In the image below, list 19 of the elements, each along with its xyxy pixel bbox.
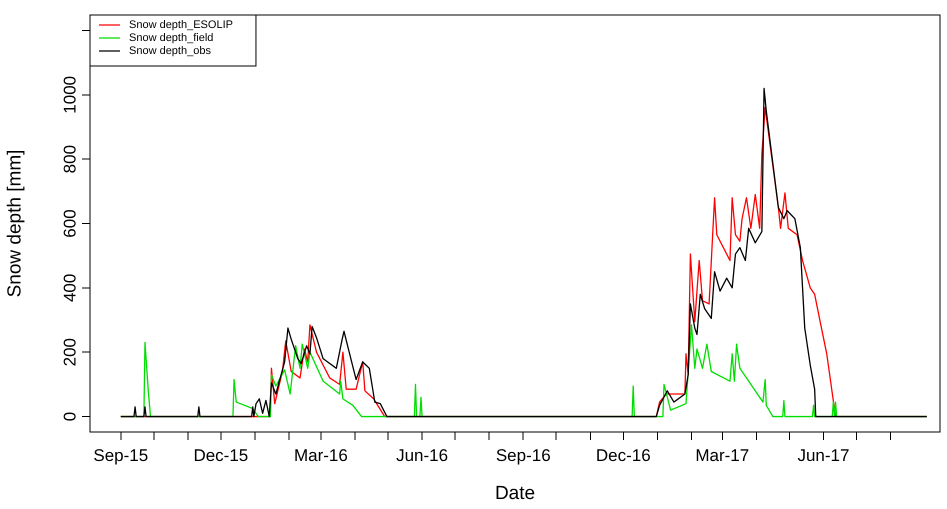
- y-axis-title: Snow depth [mm]: [4, 150, 26, 298]
- y-tick-label: 200: [60, 338, 80, 366]
- y-tick-label: 1000: [60, 76, 80, 114]
- legend-label: Snow depth_ESOLIP: [129, 19, 233, 32]
- y-tick-label: 800: [60, 144, 80, 174]
- x-tick-label: Dec-16: [596, 446, 651, 465]
- x-tick-label: Mar-17: [695, 446, 750, 465]
- x-tick-label: Dec-15: [193, 446, 248, 465]
- x-tick-label: Jun-16: [396, 446, 448, 465]
- legend-label: Snow depth_field: [129, 32, 214, 44]
- y-tick-label: 600: [60, 209, 80, 238]
- x-axis-title: Date: [494, 482, 536, 504]
- y-tick-label: 0: [60, 412, 80, 422]
- x-tick-label: Jun-17: [797, 446, 850, 465]
- x-tick-label: Sep-15: [93, 446, 148, 465]
- legend-label: Snow depth_obs: [129, 45, 212, 58]
- x-tick-label: Sep-16: [496, 446, 551, 465]
- x-tick-label: Mar-16: [294, 446, 348, 465]
- y-tick-label: 400: [60, 274, 80, 302]
